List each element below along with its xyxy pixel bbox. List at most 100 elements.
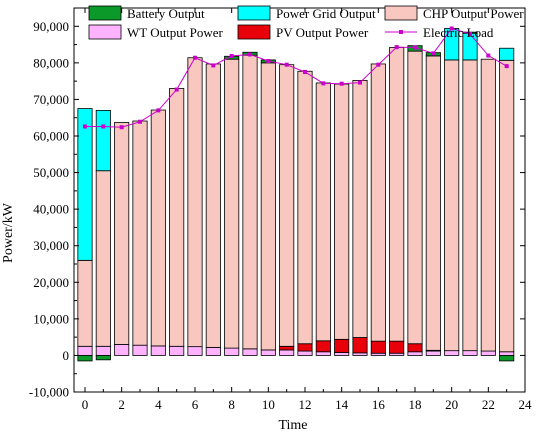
- electric-load-point-13: [321, 81, 326, 86]
- bar-wt-output-power-23: [499, 351, 515, 356]
- electric-load-point-6: [193, 55, 197, 60]
- bar-wt-output-power-2: [114, 344, 130, 356]
- legend-item-wt-output-power: WT Output Power: [88, 24, 223, 40]
- bar-wt-output-power-14: [334, 352, 350, 356]
- x-tick-label: 0: [82, 397, 89, 412]
- legend-label: Power Grid Output: [276, 6, 376, 21]
- bar-chp-output-power-20: [444, 59, 460, 352]
- bar-chp-output-power-17: [389, 47, 405, 342]
- legend-label: Battery Output: [127, 6, 205, 21]
- bar-pv-output-power-11: [279, 345, 295, 351]
- electric-load-point-21: [468, 31, 472, 36]
- legend-swatch: [88, 5, 122, 21]
- electric-load-point-0: [83, 124, 87, 129]
- electric-load-point-1: [101, 124, 106, 129]
- bar-wt-output-power-1: [95, 345, 111, 356]
- bar-wt-output-power-20: [444, 350, 460, 356]
- bar-wt-output-power-21: [462, 350, 478, 356]
- bar-pv-output-power-15: [352, 337, 368, 354]
- bar-pv-output-power-18: [407, 343, 423, 353]
- electric-load-point-14: [339, 81, 344, 86]
- bar-chp-output-power-5: [169, 88, 185, 347]
- bar-power-grid-output-23: [499, 47, 515, 61]
- bar-pv-output-power-17: [389, 340, 405, 354]
- x-tick-label: 12: [299, 397, 312, 412]
- electric-load-point-19: [431, 51, 436, 56]
- bar-wt-output-power-7: [205, 346, 221, 356]
- legend-item-power-grid-output: Power Grid Output: [237, 5, 376, 21]
- bar-wt-output-power-9: [242, 348, 258, 356]
- x-tick-label: 10: [262, 397, 275, 412]
- y-tick-label: 40,000: [33, 202, 69, 217]
- electric-load-point-17: [394, 45, 399, 50]
- y-tick-label: -10,000: [29, 385, 69, 400]
- legend: Battery Output Power Grid Output CHP Outpu…: [88, 5, 524, 40]
- electric-load-point-22: [486, 53, 491, 58]
- electric-load-point-5: [174, 87, 179, 92]
- legend-swatch: [237, 24, 271, 40]
- bar-chp-output-power-16: [370, 63, 386, 342]
- legend-item-electric-load: Electric Load: [385, 25, 494, 40]
- bar-wt-output-power-0: [77, 345, 93, 356]
- x-tick-label: 4: [155, 397, 162, 412]
- bar-wt-output-power-8: [224, 347, 240, 356]
- electric-load-point-4: [156, 108, 161, 113]
- electric-load-point-16: [376, 62, 381, 67]
- bar-wt-output-power-19: [425, 350, 441, 356]
- electric-load-point-2: [119, 125, 124, 130]
- bar-pv-output-power-14: [334, 338, 350, 353]
- electric-load-point-11: [284, 62, 289, 67]
- bar-chp-output-power-23: [499, 59, 515, 353]
- bar-battery-output-0: [77, 355, 93, 362]
- bar-battery-output-1: [95, 355, 111, 361]
- bar-chp-output-power-18: [407, 50, 423, 345]
- y-tick-label: 10,000: [33, 311, 69, 326]
- legend-item-battery-output: Battery Output: [88, 5, 205, 21]
- bar-chp-output-power-21: [462, 59, 478, 352]
- bar-chp-output-power-4: [150, 109, 166, 347]
- legend-label: Electric Load: [423, 25, 494, 40]
- bar-chp-output-power-15: [352, 80, 368, 338]
- axes-layer: -10,000010,00020,00030,00040,00050,00060…: [29, 7, 532, 412]
- bar-wt-output-power-12: [297, 350, 313, 356]
- y-tick-label: 80,000: [33, 55, 69, 70]
- bar-chp-output-power-19: [425, 55, 441, 351]
- electric-load-line: [85, 27, 507, 128]
- bar-wt-output-power-5: [169, 345, 185, 356]
- legend-swatch: [88, 24, 122, 40]
- electric-load-point-12: [303, 70, 307, 74]
- x-axis-label: Time: [278, 418, 307, 433]
- legend-marker: [399, 30, 403, 34]
- bar-chp-output-power-8: [224, 58, 240, 349]
- bar-chp-output-power-12: [297, 70, 313, 345]
- electric-load-point-23: [504, 64, 509, 69]
- legend-item-pv-output-power: PV Output Power: [237, 24, 369, 40]
- electric-load-point-7: [211, 63, 216, 68]
- y-tick-label: 30,000: [33, 238, 69, 253]
- bar-wt-output-power-18: [407, 351, 423, 356]
- y-tick-label: 90,000: [33, 19, 69, 34]
- bar-pv-output-power-12: [297, 343, 313, 352]
- bar-chp-output-power-1: [95, 170, 111, 347]
- electric-load-point-15: [358, 80, 362, 85]
- bar-battery-output-23: [499, 355, 515, 362]
- x-tick-label: 16: [372, 397, 386, 412]
- bar-chp-output-power-10: [260, 62, 276, 351]
- bar-pv-output-power-13: [315, 340, 331, 353]
- bar-chp-output-power-0: [77, 259, 93, 347]
- x-tick-label: 20: [445, 397, 458, 412]
- bar-wt-output-power-6: [187, 346, 203, 356]
- bar-chp-output-power-13: [315, 82, 331, 342]
- x-tick-label: 22: [482, 397, 495, 412]
- x-tick-label: 18: [409, 397, 422, 412]
- bar-chp-output-power-7: [205, 63, 221, 348]
- legend-label: WT Output Power: [127, 25, 223, 40]
- y-tick-label: 60,000: [33, 129, 69, 144]
- electric-load-point-3: [138, 119, 142, 124]
- y-tick-label: 50,000: [33, 165, 69, 180]
- bar-chp-output-power-11: [279, 64, 295, 347]
- electric-load-point-9: [248, 52, 252, 57]
- legend-swatch: [384, 5, 418, 21]
- bar-chp-output-power-6: [187, 57, 203, 348]
